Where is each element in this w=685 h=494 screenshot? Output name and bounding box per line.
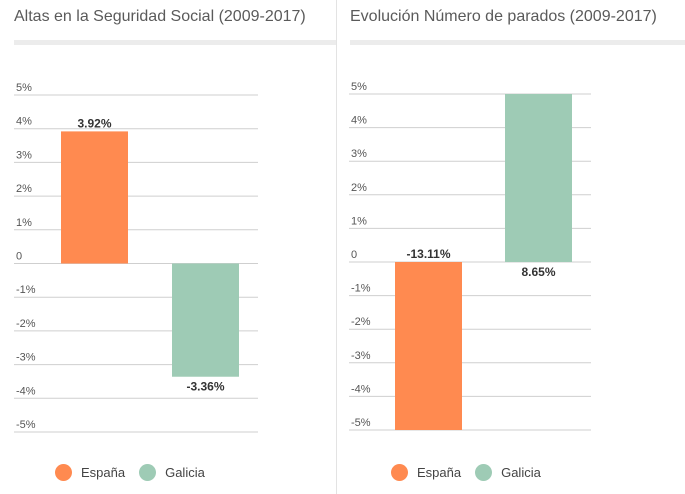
bar-galicia xyxy=(505,94,572,262)
data-label-espana: -13.11% xyxy=(406,247,450,261)
y-tick-label: 1% xyxy=(351,215,367,227)
y-tick-label: 2% xyxy=(16,183,32,195)
legend-swatch-galicia xyxy=(139,463,157,481)
y-tick-label: -1% xyxy=(351,283,371,295)
bar-chart-parados: 5% 4% 3% 2% 1% 0 -1% -2% -3% -4% -5% -13.11% 8.65% xyxy=(349,81,591,431)
y-tick-label: -4% xyxy=(351,383,371,395)
legend-label-galicia: Galicia xyxy=(501,464,541,480)
y-tick-label: -5% xyxy=(16,419,36,431)
y-tick-label: 0 xyxy=(16,251,22,263)
data-label-espana: 3.92% xyxy=(77,116,111,130)
data-label-galicia: -3.36% xyxy=(186,380,224,394)
chart-title: Altas en la Seguridad Social (2009-2017) xyxy=(14,8,306,25)
bar-galicia xyxy=(172,263,239,377)
y-tick-label: 3% xyxy=(16,149,32,161)
bar-espana xyxy=(395,262,462,430)
y-tick-label: -3% xyxy=(351,350,371,362)
legend-label-galicia: Galicia xyxy=(165,464,205,480)
bar-espana xyxy=(61,131,128,264)
chart-panel-altas: Altas en la Seguridad Social (2009-2017)… xyxy=(0,0,336,494)
chart-panel-parados: Evolución Número de parados (2009-2017) … xyxy=(337,0,685,494)
chart-legend: España Galicia xyxy=(391,462,555,482)
y-tick-label: -3% xyxy=(16,352,36,364)
title-underline xyxy=(14,40,336,45)
legend-label-espana: España xyxy=(417,464,462,480)
y-tick-label: -1% xyxy=(16,284,36,296)
y-tick-label: 5% xyxy=(16,82,32,94)
bar-chart-altas: 5% 4% 3% 2% 1% 0 -1% -2% -3% -4% -5% 3.92% -3.36% xyxy=(14,82,258,433)
y-tick-label: -4% xyxy=(16,385,36,397)
legend-swatch-espana xyxy=(55,463,72,481)
legend-item-galicia: Galicia xyxy=(139,463,205,481)
y-tick-label: 2% xyxy=(351,182,367,194)
y-tick-label: 1% xyxy=(16,217,32,229)
y-tick-label: 4% xyxy=(16,116,32,128)
legend-item-galicia: Galicia xyxy=(475,463,541,481)
legend-item-espana: España xyxy=(391,463,462,481)
y-tick-label: 5% xyxy=(351,81,367,93)
y-tick-label: -2% xyxy=(351,316,371,328)
legend-label-espana: España xyxy=(81,464,126,480)
title-underline xyxy=(350,40,685,45)
y-tick-label: -5% xyxy=(351,417,371,429)
y-tick-label: 3% xyxy=(351,148,367,160)
y-tick-label: 4% xyxy=(351,115,367,127)
chart-title: Evolución Número de parados (2009-2017) xyxy=(350,8,657,25)
chart-legend: España Galicia xyxy=(55,462,219,482)
legend-item-espana: España xyxy=(55,463,126,481)
legend-swatch-espana xyxy=(391,463,408,481)
y-tick-label: 0 xyxy=(351,249,357,261)
y-tick-label: -2% xyxy=(16,318,36,330)
legend-swatch-galicia xyxy=(475,463,493,481)
data-label-galicia: 8.65% xyxy=(521,265,555,279)
panel-divider xyxy=(336,0,337,494)
